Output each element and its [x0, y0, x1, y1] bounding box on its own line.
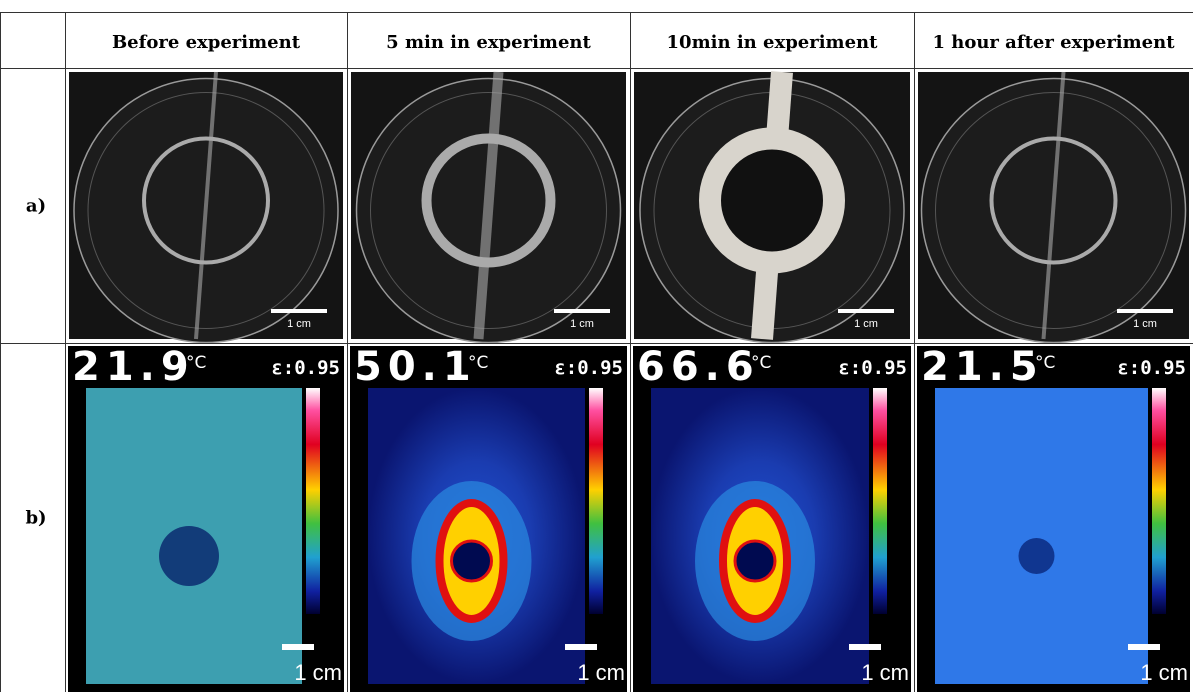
temperature-unit: °C [751, 353, 771, 373]
cold-spot [1019, 538, 1055, 574]
emissivity: ε:0.95 [1117, 357, 1186, 379]
scale-label: 1 cm [577, 660, 625, 685]
ring [710, 139, 834, 263]
temperature: 21.5 [921, 344, 1044, 390]
color-bar [1152, 388, 1166, 614]
heat-core [735, 541, 775, 581]
temperature-unit: °C [468, 353, 488, 373]
emissivity: ε:0.95 [554, 357, 623, 379]
color-bar [589, 388, 603, 614]
scale-label: 1 cm [861, 660, 909, 685]
figure-table: Before experiment 5 min in experiment 10mi… [0, 0, 1193, 692]
temperature-unit: °C [1035, 353, 1055, 373]
row-label: a) [26, 196, 46, 217]
scale-label: 1 cm [854, 318, 878, 330]
temperature-unit: °C [186, 353, 206, 373]
color-bar [306, 388, 320, 614]
scale-label: 1 cm [287, 318, 311, 330]
heat-core [452, 541, 492, 581]
emissivity: ε:0.95 [271, 357, 340, 379]
scale-label: 1 cm [1133, 318, 1157, 330]
temperature: 21.9 [72, 344, 195, 390]
scale-label: 1 cm [1140, 660, 1188, 685]
color-bar [873, 388, 887, 614]
temperature: 66.6 [637, 344, 760, 390]
thermal-field [935, 388, 1148, 684]
scale-label: 1 cm [294, 660, 342, 685]
column-header: 10min in experiment [667, 32, 879, 53]
temperature: 50.1 [354, 344, 477, 390]
scale-label: 1 cm [570, 318, 594, 330]
column-header: Before experiment [112, 32, 301, 53]
column-header: 5 min in experiment [386, 32, 591, 53]
column-header: 1 hour after experiment [932, 32, 1175, 53]
row-label: b) [25, 508, 46, 529]
emissivity: ε:0.95 [838, 357, 907, 379]
cold-spot [159, 526, 219, 586]
